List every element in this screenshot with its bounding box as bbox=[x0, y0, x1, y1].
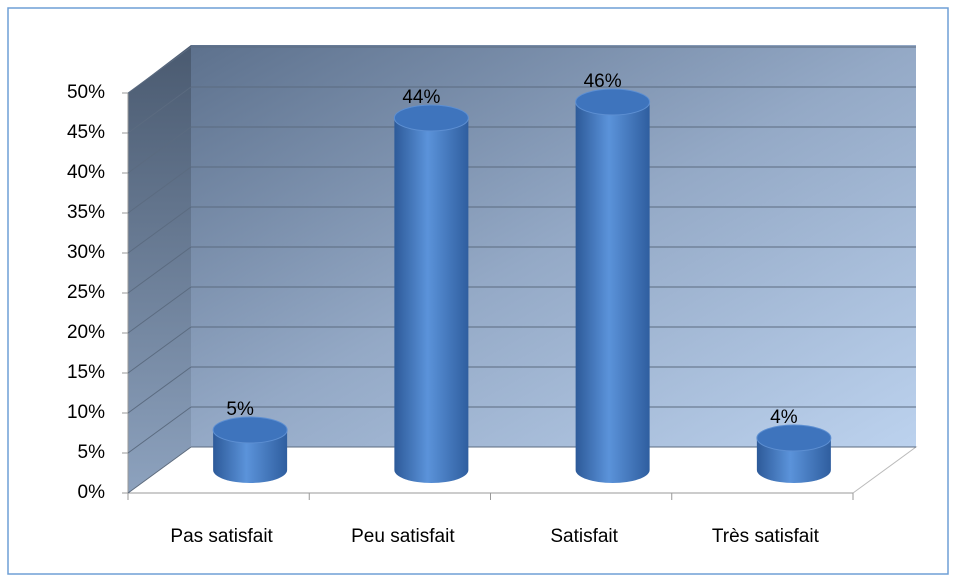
grid-line-side bbox=[127, 446, 192, 494]
bar-top bbox=[212, 416, 288, 444]
marks bbox=[212, 88, 832, 483]
back-wall bbox=[191, 45, 916, 447]
grid-line-side bbox=[127, 366, 192, 414]
grid-line-side bbox=[127, 126, 192, 174]
x-tick-label: Pas satisfait bbox=[170, 526, 273, 547]
y-tick-label: 50% bbox=[67, 82, 105, 103]
y-tick-label: 5% bbox=[78, 442, 106, 463]
grid-line-side bbox=[127, 166, 192, 214]
x-tick-label: Peu satisfait bbox=[351, 526, 455, 547]
bar bbox=[393, 104, 469, 483]
grid-line-side bbox=[127, 406, 192, 454]
side-wall bbox=[128, 45, 191, 493]
bar-body bbox=[213, 430, 288, 483]
data-label: 46% bbox=[584, 71, 622, 92]
data-label: 44% bbox=[402, 87, 440, 108]
y-tick-label: 15% bbox=[67, 362, 105, 383]
data-label: 5% bbox=[226, 399, 254, 420]
y-tick-label: 0% bbox=[78, 482, 106, 503]
y-tick-label: 45% bbox=[67, 122, 105, 143]
y-tick-label: 40% bbox=[67, 162, 105, 183]
bar-top bbox=[756, 424, 832, 452]
grid-line-side bbox=[127, 46, 192, 94]
x-tick-label: Satisfait bbox=[550, 526, 618, 547]
y-tick-label: 30% bbox=[67, 242, 105, 263]
data-label: 4% bbox=[770, 407, 798, 428]
grid-line-side bbox=[127, 246, 192, 294]
bar bbox=[575, 88, 651, 483]
y-tick-label: 25% bbox=[67, 282, 105, 303]
grid-line-side bbox=[127, 86, 192, 134]
bar-top bbox=[393, 104, 469, 132]
y-tick-label: 35% bbox=[67, 202, 105, 223]
y-tick-label: 20% bbox=[67, 322, 105, 343]
grid bbox=[127, 46, 916, 494]
bar-body bbox=[394, 118, 469, 483]
bar bbox=[756, 424, 832, 483]
x-tick-label: Très satisfait bbox=[712, 526, 820, 547]
y-tick-label: 10% bbox=[67, 402, 105, 423]
grid-line-side bbox=[127, 206, 192, 254]
grid-line-side bbox=[127, 326, 192, 374]
bar-body bbox=[575, 102, 650, 483]
grid-line-side bbox=[127, 286, 192, 334]
bar bbox=[212, 416, 288, 483]
bar-top bbox=[575, 88, 651, 116]
